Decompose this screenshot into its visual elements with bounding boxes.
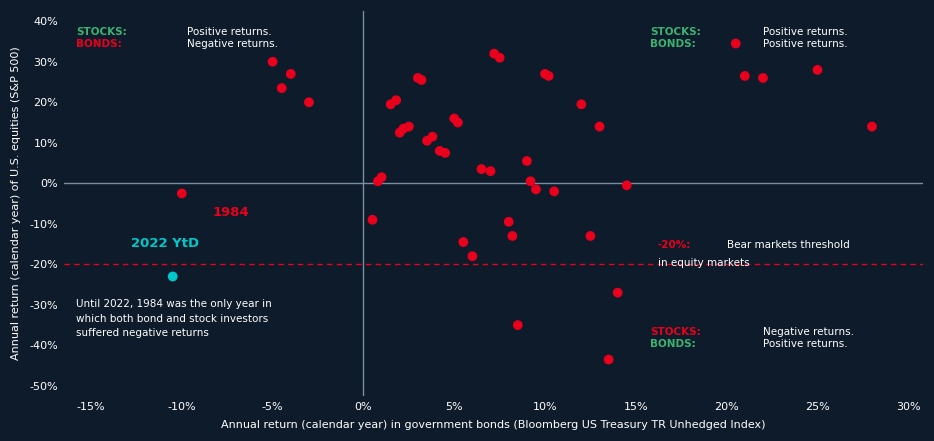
Text: BONDS:: BONDS:	[650, 339, 696, 349]
Point	[425, 133, 440, 140]
Point	[523, 178, 538, 185]
Point	[392, 129, 407, 136]
Point	[756, 75, 771, 82]
Point	[414, 76, 429, 83]
Point	[283, 71, 298, 78]
Point	[619, 182, 634, 189]
Point	[389, 97, 403, 104]
Point	[502, 218, 517, 225]
Point	[265, 58, 280, 65]
Point	[487, 50, 502, 57]
Point	[483, 168, 498, 175]
Point	[505, 232, 520, 239]
Text: STOCKS:: STOCKS:	[650, 327, 701, 337]
Point	[383, 101, 398, 108]
Point	[492, 54, 507, 61]
Point	[396, 125, 411, 132]
Text: Negative returns.: Negative returns.	[763, 327, 854, 337]
Point	[546, 188, 561, 195]
Text: Until 2022, 1984 was the only year in
which both bond and stock investors
suffer: Until 2022, 1984 was the only year in wh…	[77, 299, 272, 338]
Text: BONDS:: BONDS:	[77, 40, 122, 49]
Text: Positive returns.: Positive returns.	[763, 339, 848, 349]
Point	[474, 165, 489, 172]
Point	[510, 321, 525, 329]
X-axis label: Annual return (calendar year) in government bonds (Bloomberg US Treasury TR Unhe: Annual return (calendar year) in governm…	[221, 420, 766, 430]
Text: Positive returns.: Positive returns.	[187, 27, 272, 37]
Text: Positive returns.: Positive returns.	[763, 40, 848, 49]
Text: STOCKS:: STOCKS:	[650, 27, 701, 37]
Point	[165, 273, 180, 280]
Point	[538, 71, 553, 78]
Point	[175, 190, 190, 197]
Text: in equity markets: in equity markets	[658, 258, 749, 268]
Point	[371, 178, 386, 185]
Text: 1984: 1984	[213, 206, 249, 219]
Point	[432, 147, 447, 154]
Point	[541, 72, 556, 79]
Point	[737, 72, 752, 79]
Point	[365, 216, 380, 223]
Point	[375, 174, 389, 181]
Point	[729, 40, 743, 47]
Point	[465, 253, 480, 260]
Point	[402, 123, 417, 130]
Point	[865, 123, 880, 130]
Text: Positive returns.: Positive returns.	[763, 27, 848, 37]
Point	[592, 123, 607, 130]
Point	[275, 85, 290, 92]
Text: Negative returns.: Negative returns.	[187, 40, 278, 49]
Point	[302, 99, 317, 106]
Point	[446, 115, 461, 122]
Point	[810, 66, 825, 73]
Point	[419, 137, 434, 144]
Point	[450, 119, 465, 126]
Point	[573, 101, 588, 108]
Y-axis label: Annual return (calendar year) of U.S. equities (S&P 500): Annual return (calendar year) of U.S. eq…	[11, 47, 21, 360]
Point	[610, 289, 625, 296]
Text: -20%:: -20%:	[658, 240, 691, 250]
Point	[410, 75, 425, 82]
Text: BONDS:: BONDS:	[650, 40, 696, 49]
Text: STOCKS:: STOCKS:	[77, 27, 127, 37]
Point	[583, 232, 598, 239]
Text: Bear markets threshold: Bear markets threshold	[727, 240, 849, 250]
Point	[519, 157, 534, 164]
Text: 2022 YtD: 2022 YtD	[131, 237, 199, 250]
Point	[456, 239, 471, 246]
Point	[601, 356, 616, 363]
Point	[438, 149, 453, 157]
Point	[529, 186, 544, 193]
